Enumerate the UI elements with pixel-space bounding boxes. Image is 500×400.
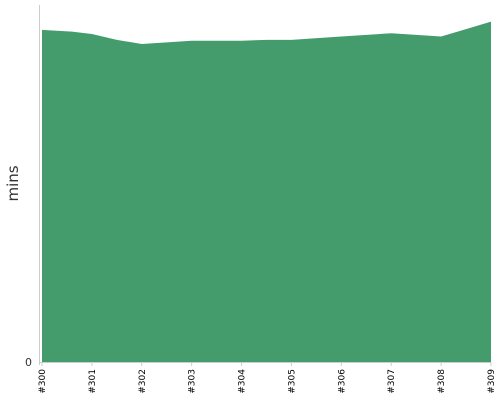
y-tick-labels: 0 (25, 356, 32, 369)
x-tick-label: #303 (188, 369, 198, 394)
x-tick-label: #302 (138, 369, 148, 394)
x-tick-label: #305 (287, 369, 297, 394)
x-tick-label: #301 (88, 369, 98, 394)
x-tick-label: #300 (38, 369, 48, 394)
area-series-0 (42, 21, 491, 362)
x-tick-label: #306 (337, 369, 347, 394)
y-tick-label: 0 (25, 356, 32, 369)
y-axis-title: mins (4, 165, 22, 201)
x-tick-label: #307 (387, 369, 397, 394)
x-tick-label: #304 (238, 369, 248, 394)
x-tick-label: #308 (437, 369, 447, 394)
area-layer (42, 21, 491, 362)
x-tick-labels: #300 #301 #302 #303 #304 #305 #306 #307 #308 #309 (38, 362, 497, 394)
x-tick-label: #309 (487, 369, 497, 394)
